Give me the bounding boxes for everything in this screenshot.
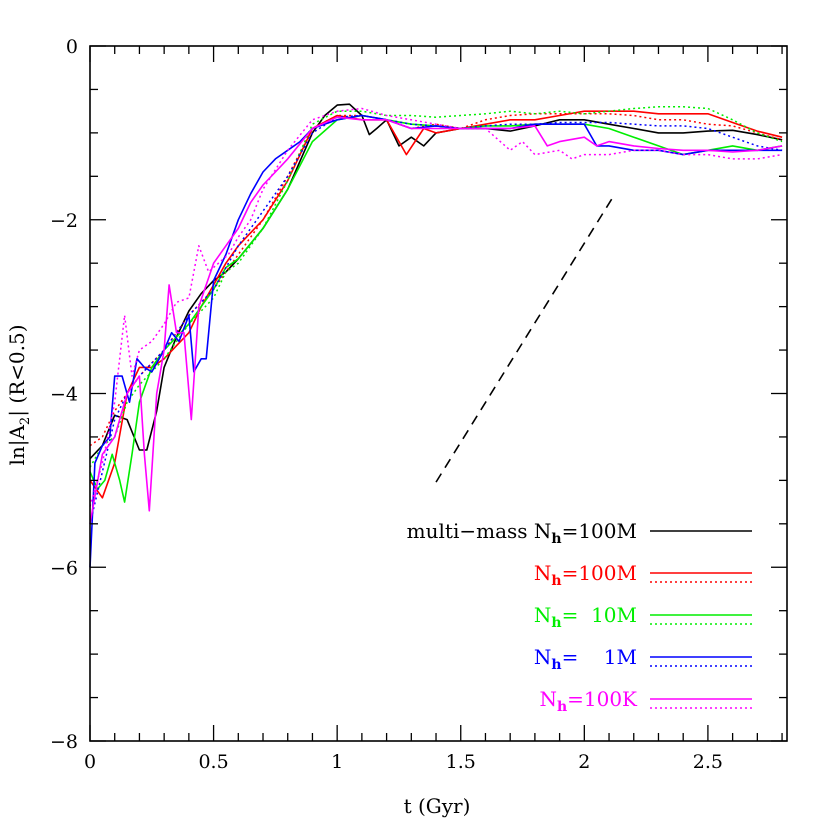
legend-label-4: Nh=100K [539, 687, 638, 715]
y-tick-label: −4 [50, 384, 78, 406]
y-tick-label: −6 [50, 557, 78, 579]
series-group [89, 103, 783, 568]
legend-label-2: Nh= 10M [534, 603, 637, 631]
y-axis-label-sub: 2 [18, 417, 33, 425]
legend-sub: h [551, 573, 561, 589]
legend-sub: h [551, 657, 561, 673]
x-axis-label: t (Gyr) [404, 794, 471, 818]
axes-group: 0 0.5 1 1.5 2 2.5 0 −2 −4 −6 −8 [50, 36, 788, 773]
reference-line-group [435, 195, 615, 483]
legend-sub: h [551, 615, 561, 631]
legend-value: = 10M [562, 603, 637, 627]
x-tick-label: 0.5 [198, 751, 228, 773]
x-tick-label: 1 [331, 751, 343, 773]
series-line-8-dotted [89, 107, 783, 507]
legend-label-0: multi−mass Nh=100M [407, 519, 637, 547]
legend-n: N [534, 561, 552, 585]
x-tick-label: 2.5 [693, 751, 723, 773]
series-line-7-solid [89, 116, 783, 524]
series-line-6-dotted [89, 114, 783, 524]
legend-label-3: Nh= 1M [534, 645, 637, 673]
legend-value: =100K [567, 687, 638, 711]
legend-value: =100M [562, 519, 637, 543]
y-tick-label: −2 [50, 210, 78, 232]
legend-n: N [534, 603, 552, 627]
series-line-4-dotted [89, 106, 783, 468]
y-axis-label-main: ln|A [5, 425, 30, 466]
x-tick-label: 0 [84, 751, 96, 773]
y-axis-label: ln|A2| (R<0.5) [5, 324, 33, 465]
legend-n: N [534, 519, 552, 543]
legend-sub: h [551, 531, 561, 547]
series-line-5-solid [89, 114, 783, 568]
legend-n: N [539, 687, 557, 711]
legend-value: = 1M [562, 645, 637, 669]
y-tick-label: 0 [66, 36, 78, 58]
legend-value: =100M [562, 561, 637, 585]
y-axis-label-suffix: | (R<0.5) [5, 324, 30, 416]
series-line-0-solid [89, 103, 783, 460]
y-tick-label: −8 [50, 731, 78, 753]
reference-dashed-line [435, 195, 615, 483]
legend-n: N [534, 645, 552, 669]
x-tick-label: 1.5 [446, 751, 476, 773]
series-line-2-dotted [89, 113, 783, 447]
legend-label-1: Nh=100M [534, 561, 637, 589]
legend-prefix: multi−mass [407, 519, 534, 543]
series-line-3-solid [89, 114, 783, 503]
x-tick-label: 2 [578, 751, 590, 773]
legend-sub: h [557, 699, 567, 715]
